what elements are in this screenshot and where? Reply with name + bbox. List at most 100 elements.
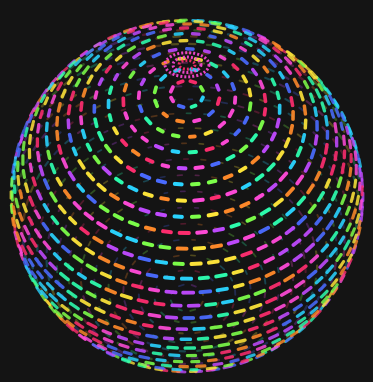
sphere-dot <box>348 166 353 178</box>
sphere-dot <box>333 261 337 271</box>
sphere-dot <box>251 333 262 340</box>
sphere-dot <box>158 86 166 90</box>
sphere-dot <box>97 77 104 87</box>
sphere-dot <box>46 149 52 161</box>
sphere-dot <box>311 236 315 243</box>
sphere-dot <box>97 255 111 264</box>
sphere-dot <box>337 132 344 141</box>
sphere-dot <box>76 272 87 280</box>
sphere-dot <box>55 176 63 187</box>
sphere-dot <box>249 282 252 290</box>
sphere-dot <box>60 304 70 312</box>
sphere-dot <box>298 320 309 328</box>
sphere-dot <box>255 344 267 351</box>
sphere-dot <box>227 108 235 119</box>
sphere-dot <box>165 23 175 27</box>
sphere-dot <box>325 219 334 231</box>
sphere-dot <box>276 150 285 161</box>
sphere-dot <box>177 308 183 312</box>
sphere-dot <box>244 31 253 37</box>
sphere-dot <box>231 268 244 275</box>
sphere-dot <box>140 38 151 45</box>
sphere-dot <box>271 337 282 345</box>
sphere-dot <box>106 239 111 246</box>
sphere-dot <box>205 366 217 371</box>
sphere-dot <box>311 310 320 318</box>
sphere-dot <box>156 34 167 39</box>
pole-ring <box>171 55 203 74</box>
sphere-dot <box>99 271 112 279</box>
sphere-dot <box>226 239 240 246</box>
pole-ring <box>177 58 197 71</box>
sphere-dot <box>311 79 320 87</box>
sphere-dot <box>243 233 256 241</box>
sphere-dot <box>173 32 184 36</box>
sphere-dot <box>279 288 292 297</box>
sphere-dot <box>21 140 26 152</box>
sphere-dot <box>196 336 210 341</box>
sphere-dot <box>144 360 155 366</box>
sphere-dot <box>85 290 97 299</box>
sphere-dot <box>229 24 239 29</box>
sphere-dot <box>176 103 186 110</box>
sphere-dot <box>115 304 128 311</box>
sphere-dot <box>137 362 148 367</box>
sphere-dot <box>222 248 229 253</box>
sphere-dot <box>56 101 62 113</box>
sphere-dot <box>43 96 50 106</box>
sphere-dot <box>197 275 210 281</box>
sphere-dot <box>91 54 101 63</box>
sphere-dot <box>196 349 203 352</box>
sphere-dot <box>89 280 102 289</box>
sphere-dot <box>138 60 147 67</box>
sphere-dot <box>122 246 127 251</box>
sphere-dot <box>252 124 260 129</box>
sphere-dot <box>56 300 62 309</box>
sphere-dot <box>85 142 93 152</box>
sphere-dot <box>54 279 65 289</box>
sphere-dot <box>260 346 272 354</box>
sphere-dot <box>90 63 98 69</box>
sphere-dot <box>295 145 303 158</box>
sphere-dot <box>221 299 234 305</box>
sphere-dot <box>199 314 213 320</box>
sphere-dot <box>247 325 259 332</box>
sphere-dot <box>329 164 336 176</box>
sphere-dot <box>145 333 158 339</box>
sphere-dot <box>110 229 123 238</box>
sphere-dot <box>96 221 108 230</box>
sphere-dot <box>92 154 101 165</box>
sphere-dot <box>230 82 237 92</box>
sphere-dot <box>258 225 271 234</box>
sphere-dot <box>141 241 155 248</box>
sphere-dot <box>112 126 119 136</box>
sphere-dot <box>278 247 289 256</box>
sphere-dot <box>346 257 353 268</box>
sphere-dot <box>50 94 57 105</box>
sphere-dot <box>260 143 268 148</box>
sphere-dot <box>289 96 295 108</box>
sphere-dot <box>298 106 305 112</box>
sphere-dot <box>60 88 67 99</box>
sphere-dot <box>163 275 176 281</box>
sphere-dot <box>276 169 282 174</box>
sphere-dot <box>240 358 250 364</box>
sphere-dot <box>158 20 169 25</box>
sphere-dot <box>106 48 115 54</box>
sphere-dot <box>196 26 206 31</box>
sphere-dot <box>254 173 265 182</box>
sphere-dot <box>210 86 216 90</box>
sphere-dot <box>160 311 166 317</box>
sphere-dot <box>328 94 335 105</box>
sphere-dot <box>153 301 166 307</box>
sphere-dot <box>94 104 101 109</box>
sphere-dot <box>297 316 307 324</box>
sphere-dot <box>77 129 83 135</box>
sphere-dot <box>146 64 154 68</box>
sphere-dot <box>254 84 262 89</box>
sphere-dot <box>31 176 37 187</box>
sphere-dot <box>38 281 48 292</box>
sphere-dot <box>50 301 59 310</box>
sphere-dot <box>142 191 154 198</box>
sphere-dot <box>94 320 100 327</box>
